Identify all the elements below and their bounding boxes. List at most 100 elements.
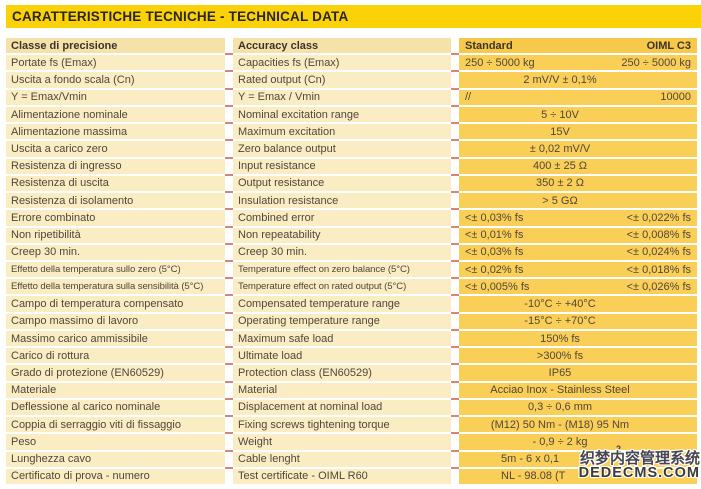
label-italian: Massimo carico ammissibile	[6, 330, 225, 347]
label-italian: Grado di protezione (EN60529)	[6, 365, 225, 381]
table-row: Effetto della temperatura sulla sensibil…	[6, 279, 697, 295]
label-english: Y = Emax / Vmin	[233, 89, 451, 105]
column-gutter	[225, 106, 233, 123]
page-header: CARATTERISTICHE TECNICHE - TECHNICAL DAT…	[6, 5, 701, 28]
column-gutter	[225, 451, 233, 467]
column-gutter	[225, 210, 233, 226]
label-english: Output resistance	[233, 175, 451, 192]
column-gutter	[451, 330, 459, 347]
value-cell: <± 0,02% fs <± 0,018% fs	[459, 261, 697, 278]
table-row: Deflessione al carico nominale Displaceme…	[6, 399, 697, 416]
column-gutter	[451, 175, 459, 192]
label-italian: Non ripetibilità	[6, 227, 225, 243]
label-english: Fixing screws tightening torque	[233, 417, 451, 433]
label-english: Capacities fs (Emax)	[233, 55, 451, 71]
value-cell: 400 ± 25 Ω	[459, 158, 697, 174]
oiml-value: <± 0,018% fs	[626, 263, 691, 276]
label-italian: Uscita a fondo scala (Cn)	[6, 72, 225, 88]
label-english: Ultimate load	[233, 348, 451, 364]
label-english: Combined error	[233, 210, 451, 226]
value-cell: IP65	[459, 365, 697, 381]
value-cell: 15V	[459, 124, 697, 140]
value-cell: -15°C ÷ +70°C	[459, 313, 697, 329]
column-gutter	[451, 382, 459, 398]
column-gutter	[451, 38, 459, 54]
column-gutter	[225, 193, 233, 209]
shared-value: 150% fs	[540, 332, 580, 345]
column-gutter	[451, 313, 459, 329]
oiml-column-header: OIML C3	[646, 39, 691, 52]
value-cell: 150% fs	[459, 330, 697, 347]
column-gutter	[225, 296, 233, 312]
label-italian: Coppia di serraggio viti di fissaggio	[6, 417, 225, 433]
label-english: Non repeatability	[233, 227, 451, 243]
label-english: Rated output (Cn)	[233, 72, 451, 88]
value-column-header: Standard OIML C3	[459, 38, 697, 54]
table-row: Materiale Material Acciao Inox - Stainless…	[6, 382, 697, 398]
table-row: Errore combinato Combined error <± 0,03% f…	[6, 210, 697, 226]
standard-value: 250 ÷ 5000 kg	[465, 56, 535, 69]
label-english: Insulation resistance	[233, 193, 451, 209]
shared-value: 400 ± 25 Ω	[532, 160, 588, 173]
shared-value: (M12) 50 Nm - (M18) 95 Nm	[490, 418, 630, 431]
standard-value: <± 0,005% fs	[465, 280, 530, 293]
column-gutter	[451, 141, 459, 157]
label-italian: Resistenza di ingresso	[6, 158, 225, 174]
shared-value: 15V	[550, 125, 570, 138]
table-row: Resistenza di isolamento Insulation resis…	[6, 193, 697, 209]
label-italian: Materiale	[6, 382, 225, 398]
column-gutter	[225, 158, 233, 174]
table-row: Campo di temperatura compensato Compensat…	[6, 296, 697, 312]
label-italian: Resistenza di uscita	[6, 175, 225, 192]
table-row: Campo massimo di lavoro Operating tempera…	[6, 313, 697, 329]
table-row: Portate fs (Emax) Capacities fs (Emax) 250…	[6, 55, 697, 71]
column-gutter	[225, 38, 233, 54]
column-gutter	[451, 158, 459, 174]
column-gutter	[451, 210, 459, 226]
value-cell: > 5 GΩ	[459, 193, 697, 209]
label-english: Displacement at nominal load	[233, 399, 451, 416]
label-english: Cable lenght	[233, 451, 451, 467]
standard-value: <± 0,01% fs	[465, 229, 524, 242]
column-gutter	[451, 417, 459, 433]
shared-value: ± 0,02 mV/V	[529, 142, 591, 155]
value-cell: 350 ± 2 Ω	[459, 175, 697, 192]
column-gutter	[451, 348, 459, 364]
shared-value: -15°C ÷ +70°C	[524, 315, 596, 328]
standard-value: <± 0,02% fs	[465, 263, 524, 276]
value-cell: 2 mV/V ± 0,1%	[459, 72, 697, 88]
value-cell: ± 0,02 mV/V	[459, 141, 697, 157]
label-italian: Lunghezza cavo	[6, 451, 225, 467]
label-italian: Classe di precisione	[6, 38, 225, 54]
shared-value: - 0,9 ÷ 2 kg	[532, 435, 588, 448]
standard-value: <± 0,03% fs	[465, 211, 524, 224]
technical-data-table: Classe di precisione Accuracy class Standa…	[6, 38, 697, 484]
value-cell: -10°C ÷ +40°C	[459, 296, 697, 312]
column-gutter	[451, 124, 459, 140]
column-gutter	[225, 72, 233, 88]
value-cell: <± 0,03% fs <± 0,022% fs	[459, 210, 697, 226]
table-row: Certificato di prova - numero Test certif…	[6, 468, 697, 484]
value-cell: <± 0,005% fs <± 0,026% fs	[459, 279, 697, 295]
column-gutter	[225, 399, 233, 416]
oiml-value: <± 0,022% fs	[626, 211, 691, 224]
value-cell: 0,3 ÷ 0,6 mm	[459, 399, 697, 416]
label-english: Nominal excitation range	[233, 106, 451, 123]
column-gutter	[225, 279, 233, 295]
label-italian: Errore combinato	[6, 210, 225, 226]
table-row: Carico di rottura Ultimate load >300% fs	[6, 348, 697, 364]
column-gutter	[225, 313, 233, 329]
label-italian: Campo di temperatura compensato	[6, 296, 225, 312]
label-english: Test certificate - OIML R60	[233, 468, 451, 484]
label-italian: Creep 30 min.	[6, 244, 225, 260]
table-row: Resistenza di ingresso Input resistance 40…	[6, 158, 697, 174]
label-english: Compensated temperature range	[233, 296, 451, 312]
column-gutter	[225, 382, 233, 398]
table-row: Coppia di serraggio viti di fissaggio Fix…	[6, 417, 697, 433]
shared-value: 350 ± 2 Ω	[536, 177, 584, 190]
column-gutter	[225, 417, 233, 433]
column-gutter	[451, 89, 459, 105]
label-english: Operating temperature range	[233, 313, 451, 329]
table-row: Uscita a carico zero Zero balance output ±…	[6, 141, 697, 157]
standard-column-header: Standard	[465, 39, 513, 52]
